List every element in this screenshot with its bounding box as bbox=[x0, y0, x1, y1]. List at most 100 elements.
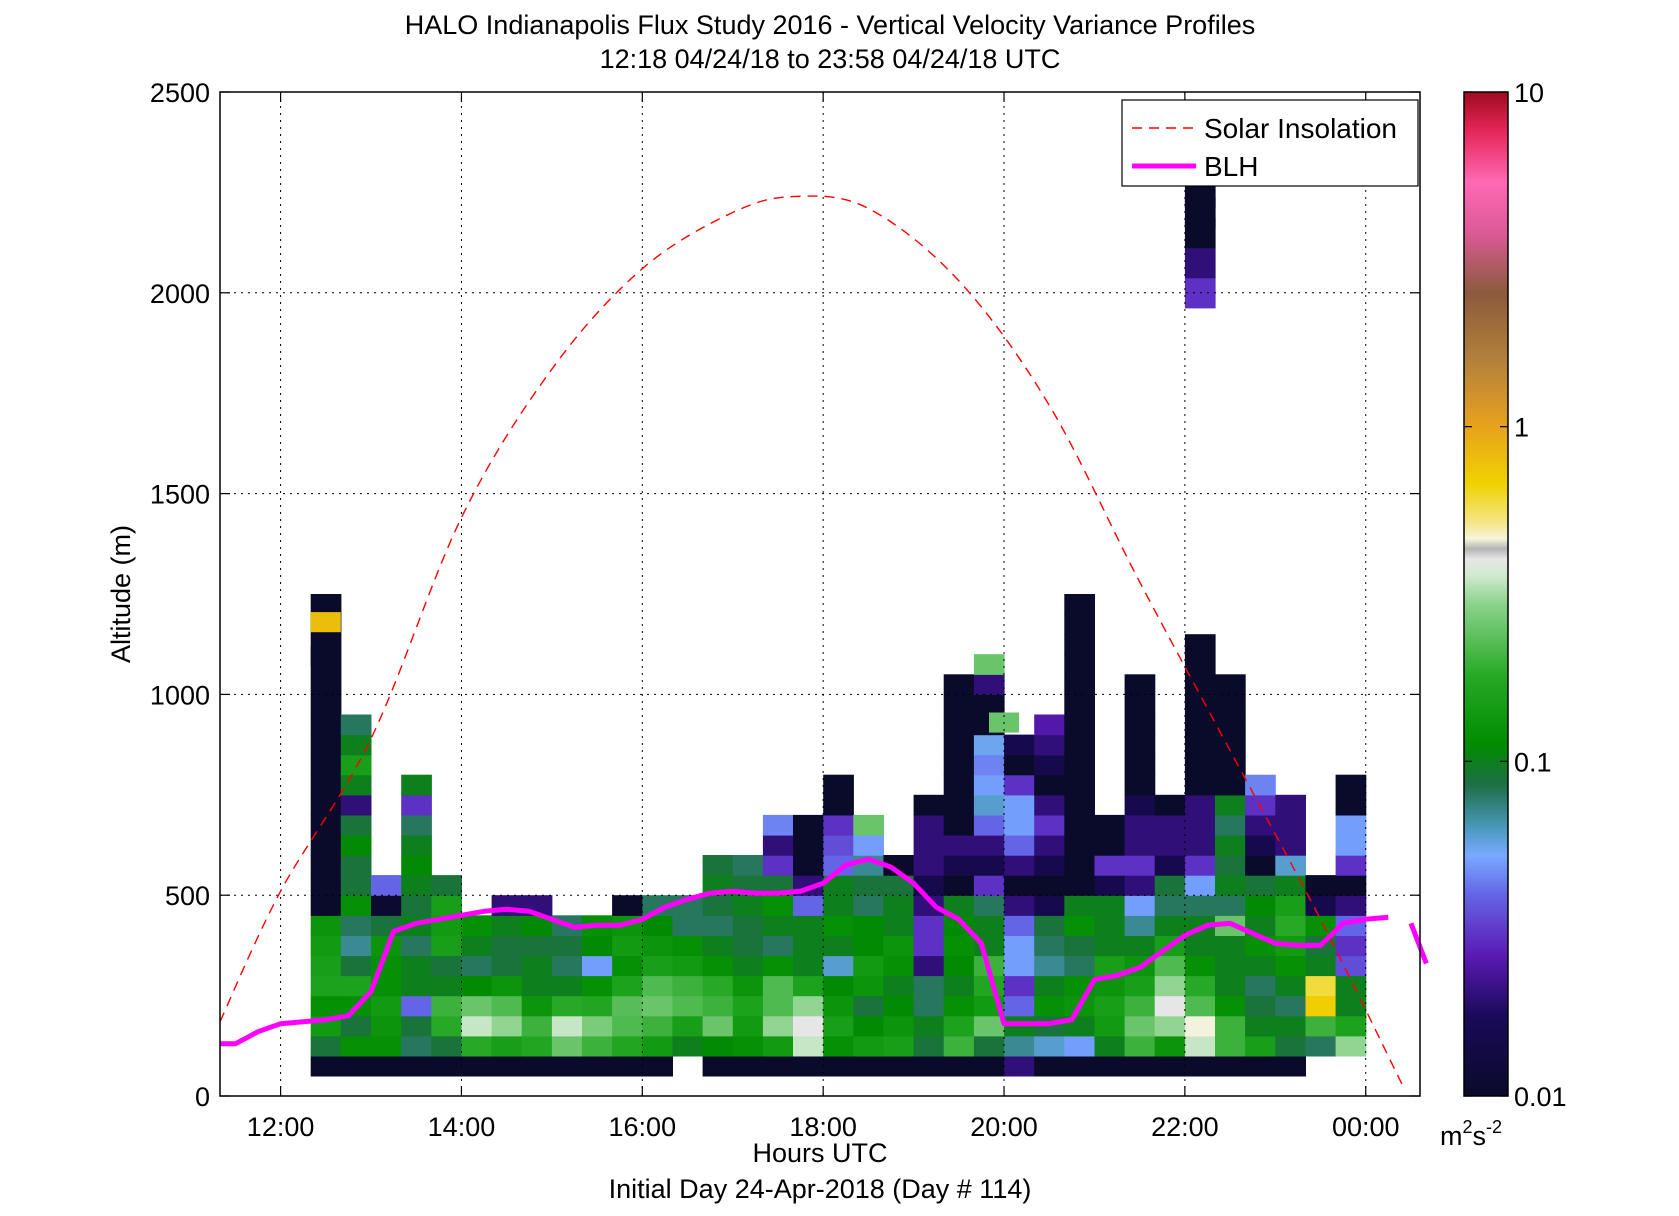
heatmap-cell bbox=[793, 1055, 824, 1077]
heatmap-cell bbox=[973, 674, 1005, 695]
heatmap-cell bbox=[1245, 995, 1276, 1017]
heatmap-cell bbox=[1064, 835, 1095, 856]
heatmap-cell bbox=[340, 754, 372, 776]
heatmap-cell bbox=[1245, 1055, 1276, 1077]
heatmap-cell bbox=[1335, 814, 1367, 836]
colorbar-unit: m2s-2 bbox=[1440, 1117, 1502, 1151]
heatmap-cell bbox=[1064, 734, 1095, 756]
heatmap-cell bbox=[1034, 794, 1065, 816]
heatmap-cell bbox=[702, 975, 734, 997]
heatmap-cell bbox=[1004, 734, 1035, 756]
heatmap-cell bbox=[913, 855, 945, 876]
heatmap-cell bbox=[1275, 855, 1306, 876]
heatmap-cell bbox=[943, 694, 975, 716]
heatmap-cell bbox=[943, 975, 975, 997]
heatmap-cell bbox=[310, 975, 342, 997]
heatmap-cell bbox=[702, 915, 734, 936]
heatmap-cell bbox=[913, 955, 945, 977]
heatmap-cell bbox=[1275, 955, 1306, 977]
heatmap-cell bbox=[1124, 995, 1156, 1017]
heatmap-cell bbox=[943, 734, 975, 756]
heatmap-cell bbox=[1064, 875, 1095, 896]
heatmap-cell bbox=[310, 855, 342, 876]
heatmap-cell bbox=[1184, 855, 1216, 876]
heatmap-cell bbox=[762, 895, 794, 916]
heatmap-cell bbox=[461, 955, 493, 977]
heatmap-cell bbox=[1184, 975, 1216, 997]
y-tick-label: 1500 bbox=[150, 480, 210, 510]
heatmap-cell bbox=[1034, 935, 1065, 957]
heatmap-cell bbox=[1275, 995, 1306, 1017]
heatmap-cell bbox=[1124, 975, 1156, 997]
heatmap-cell bbox=[762, 1015, 794, 1037]
heatmap-cell bbox=[642, 975, 673, 997]
heatmap-cell bbox=[913, 1055, 945, 1077]
heatmap-cell bbox=[401, 955, 432, 977]
heatmap-cell bbox=[913, 814, 945, 836]
heatmap-cell bbox=[1335, 955, 1367, 977]
heatmap-cell bbox=[1245, 855, 1276, 876]
heatmap-cell bbox=[762, 855, 794, 876]
heatmap-cell bbox=[340, 835, 372, 856]
x-tick-label: 20:00 bbox=[970, 1112, 1038, 1142]
colorbar-unit-mid: s bbox=[1473, 1121, 1487, 1151]
heatmap-cell bbox=[401, 975, 432, 997]
heatmap-cell bbox=[1064, 794, 1095, 816]
heatmap-cell bbox=[1094, 1035, 1126, 1057]
heatmap-cell bbox=[310, 646, 341, 667]
heatmap-cell bbox=[431, 955, 462, 977]
heatmap-cell bbox=[340, 1035, 372, 1057]
heatmap-cell bbox=[883, 955, 915, 977]
heatmap-cell bbox=[521, 955, 553, 977]
heatmap-cell bbox=[1124, 714, 1156, 736]
heatmap-cell bbox=[1305, 975, 1337, 997]
heatmap-cell bbox=[340, 875, 372, 896]
colorbar-ticks: 0.01 0.1 1 10 bbox=[1464, 78, 1567, 1112]
heatmap-cell bbox=[1335, 1015, 1367, 1037]
heatmap-cell bbox=[401, 794, 432, 816]
heatmap-cell bbox=[1004, 1035, 1035, 1057]
heatmap-cell bbox=[340, 855, 372, 876]
heatmap-cell bbox=[1064, 754, 1095, 776]
heatmap-cell bbox=[973, 875, 1005, 896]
heatmap-cell bbox=[1004, 995, 1035, 1017]
heatmap-cell bbox=[1154, 835, 1186, 856]
heatmap-cell bbox=[793, 975, 824, 997]
heatmap-cell bbox=[1215, 895, 1246, 916]
heatmap-cell bbox=[310, 875, 342, 896]
heatmap-cell bbox=[762, 975, 794, 997]
heatmap-cell bbox=[793, 935, 824, 957]
heatmap-cell bbox=[853, 915, 884, 936]
heatmap-cell bbox=[1305, 995, 1337, 1017]
heatmap-cell bbox=[1215, 754, 1246, 776]
heatmap-cell bbox=[310, 955, 342, 977]
heatmap-cell bbox=[310, 895, 342, 916]
heatmap-cells bbox=[310, 177, 1367, 1077]
heatmap-cell bbox=[853, 895, 884, 916]
heatmap-cell bbox=[310, 674, 342, 695]
heatmap-cell bbox=[461, 1015, 493, 1037]
heatmap-cell bbox=[702, 1015, 734, 1037]
heatmap-cell bbox=[1275, 895, 1306, 916]
y-axis-label: Altitude (m) bbox=[106, 525, 136, 663]
heatmap-cell bbox=[1004, 975, 1035, 997]
heatmap-cell bbox=[943, 814, 975, 836]
heatmap-cell bbox=[1215, 995, 1246, 1017]
heatmap-cell bbox=[1004, 774, 1035, 796]
heatmap-cell bbox=[672, 915, 704, 936]
heatmap-cell bbox=[1154, 794, 1186, 816]
heatmap-cell bbox=[1335, 935, 1367, 957]
heatmap-cell bbox=[612, 975, 643, 997]
heatmap-cell bbox=[1034, 1055, 1065, 1077]
heatmap-cell bbox=[521, 915, 553, 936]
heatmap-cell bbox=[973, 855, 1005, 876]
x-tick-label: 14:00 bbox=[428, 1112, 496, 1142]
heatmap-cell bbox=[1004, 754, 1035, 776]
heatmap-cell bbox=[1094, 955, 1126, 977]
heatmap-cell bbox=[1094, 1015, 1126, 1037]
heatmap-cell bbox=[1245, 975, 1276, 997]
heatmap-cell bbox=[1124, 794, 1156, 816]
colorbar-tick-label: 10 bbox=[1514, 78, 1544, 108]
heatmap-cell bbox=[642, 1015, 673, 1037]
